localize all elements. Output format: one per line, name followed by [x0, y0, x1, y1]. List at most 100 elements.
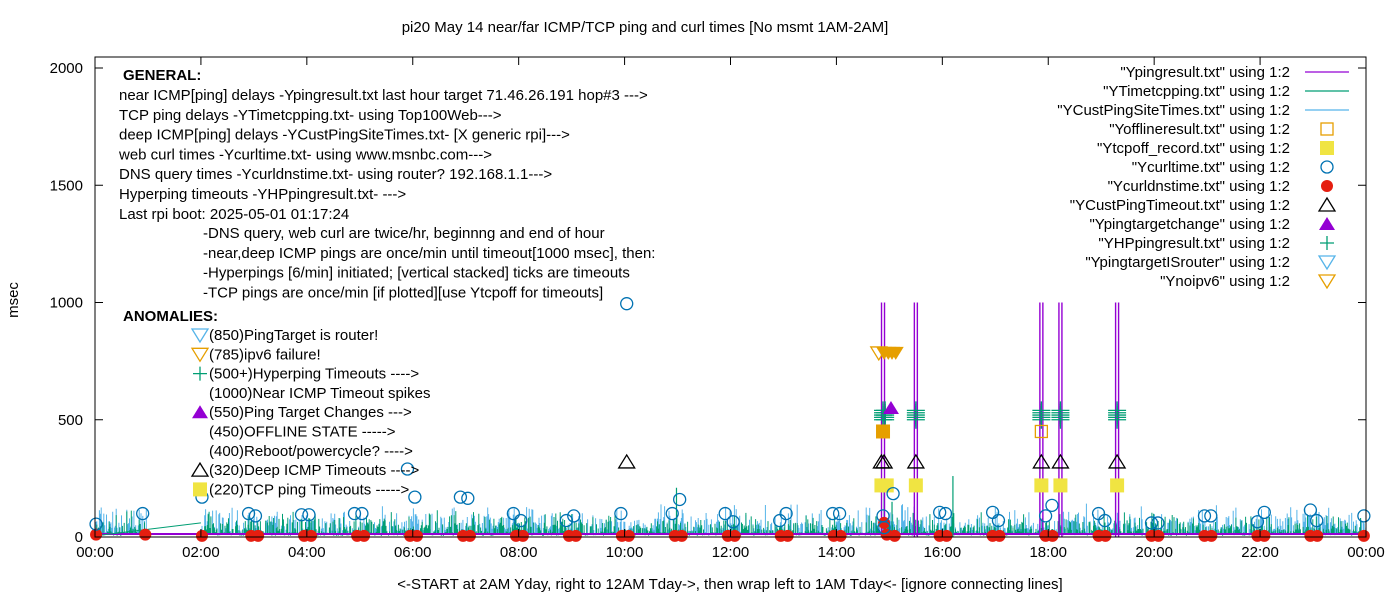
curl-time-point: [726, 515, 740, 529]
anomaly-item: (500+)Hyperping Timeouts ---->: [209, 366, 419, 383]
x-tick-label: 22:00: [1241, 544, 1279, 561]
legend-label: "YTimetcpping.txt" using 1:2: [1103, 83, 1290, 100]
dns-time-point: [569, 529, 582, 542]
dns-time-point: [728, 529, 741, 542]
noipv6-mark: [887, 346, 904, 360]
dns-time-point: [358, 529, 371, 542]
x-tick-label: 02:00: [182, 544, 220, 561]
general-line: TCP ping delays -YTimetcpping.txt- using…: [119, 107, 502, 124]
legend-label: "YpingtargetISrouter" using 1:2: [1085, 254, 1290, 271]
x-tick-label: 00:00: [1347, 544, 1385, 561]
general-note: -Hyperpings [6/min] initiated; [vertical…: [203, 265, 630, 282]
curl-time-point: [665, 506, 679, 521]
curl-time-point: [1151, 516, 1165, 530]
legend-label: "Ycurldnstime.txt" using 1:2: [1108, 178, 1290, 195]
general-line: Hyperping timeouts -YHPpingresult.txt- -…: [119, 186, 406, 203]
anomaly-item: (450)OFFLINE STATE ----->: [209, 424, 396, 441]
anomaly-symbol-stroke: [193, 366, 207, 381]
curl-time-point: [294, 508, 309, 522]
legend-symbol: [1317, 274, 1337, 290]
hyperping-timeout-mark-stroke: [1032, 401, 1051, 420]
custping-timeout-mark: [874, 453, 894, 469]
hyperping-timeout-mark: [1032, 401, 1051, 420]
curl-time-point: [718, 506, 732, 521]
offline-mark: [876, 424, 891, 439]
y-tick-label: 2000: [50, 60, 83, 77]
curl-time-point: [938, 506, 953, 521]
curl-time-point: [506, 506, 521, 521]
general-line: deep ICMP[ping] delays -YCustPingSiteTim…: [119, 127, 570, 144]
dns-time-point: [1099, 529, 1112, 542]
y-tick-label: 1000: [50, 295, 83, 312]
legend-symbol: [1320, 141, 1334, 155]
legend-label: "Ycurltime.txt" using 1:2: [1132, 159, 1290, 176]
curl-time-point: [991, 513, 1006, 528]
annotations: GENERAL: near ICMP[ping] delays -Ypingres…: [118, 67, 655, 498]
x-tick-label: 04:00: [288, 544, 326, 561]
legend-symbol: [1320, 122, 1334, 136]
anomaly-item: (400)Reboot/powercycle? ---->: [209, 443, 413, 460]
curl-time-point: [559, 513, 573, 528]
legend-label: "YCustPingTimeout.txt" using 1:2: [1070, 197, 1290, 214]
x-tick-label: 18:00: [1029, 544, 1067, 561]
custping-timeout-mark: [1107, 453, 1127, 469]
dns-time-point: [305, 529, 318, 542]
y-tick-label: 500: [58, 412, 83, 429]
legend-symbol: [1320, 160, 1334, 174]
dns-time-point: [1357, 529, 1370, 542]
offline-mark: [1034, 424, 1049, 439]
curl-time-point: [461, 491, 475, 505]
dns-time-point: [410, 529, 423, 542]
curl-time-point: [832, 506, 847, 521]
legend-label: "YCustPingSiteTimes.txt" using 1:2: [1057, 102, 1290, 119]
custping-timeout-mark: [617, 453, 636, 469]
curl-time-point: [1257, 505, 1271, 520]
curl-time-point: [514, 513, 528, 528]
dns-time-point: [463, 529, 476, 542]
curl-time-point: [1303, 503, 1318, 517]
dns-time-point: [781, 529, 794, 542]
curl-time-point: [567, 509, 581, 523]
anomaly-item: (785)ipv6 failure!: [209, 346, 321, 363]
x-tick-label: 00:00: [76, 544, 114, 561]
curl-time-point: [779, 506, 793, 521]
general-heading: GENERAL:: [123, 67, 201, 84]
anomaly-symbol: [192, 405, 208, 419]
ping-target-change-mark: [882, 401, 899, 415]
anomaly-item: (850)PingTarget is router!: [209, 327, 378, 344]
dns-time-point: [993, 529, 1006, 542]
dns-time-point: [1152, 529, 1165, 542]
dns-time-point: [195, 529, 208, 542]
chart-title: pi20 May 14 near/far ICMP/TCP ping and c…: [402, 19, 889, 36]
curl-time-point: [1098, 513, 1112, 528]
axes: 0 500 1000 1500 2000 00:00 02:00 04:00 06:00 08:0…: [50, 57, 1385, 561]
hyperping-timeout-mark-stroke: [906, 401, 925, 420]
custping-timeout-mark: [906, 453, 926, 469]
curl-time-point: [1197, 509, 1212, 523]
x-tick-label: 10:00: [606, 544, 644, 561]
curl-time-point: [673, 492, 687, 507]
tcpoff-mark: [879, 478, 894, 493]
tcpoff-mark: [1034, 478, 1049, 493]
anomalies-heading: ANOMALIES:: [123, 308, 218, 325]
curl-time-point: [1204, 509, 1218, 523]
legend-label: "YHPpingresult.txt" using 1:2: [1098, 235, 1290, 252]
anomaly-item: (220)TCP ping Timeouts ----->: [209, 481, 409, 498]
curl-time-point: [400, 462, 415, 476]
x-tick-label: 08:00: [500, 544, 538, 561]
dns-time-point: [675, 529, 688, 542]
curl-time-point: [826, 506, 840, 521]
y-axis-label: msec: [5, 282, 22, 318]
y-tick-label: 0: [75, 529, 83, 546]
curl-time-point: [933, 505, 947, 520]
x-tick-label: 16:00: [924, 544, 962, 561]
x-tick-label: 14:00: [818, 544, 856, 561]
x-tick-label: 20:00: [1135, 544, 1173, 561]
dns-time-point: [90, 528, 103, 541]
tcpoff-mark: [908, 478, 923, 493]
curl-time-point: [355, 506, 369, 521]
curl-time-point: [248, 509, 263, 523]
hyperping-timeout-mark-stroke: [1108, 401, 1127, 420]
dns-time-point: [139, 528, 152, 541]
